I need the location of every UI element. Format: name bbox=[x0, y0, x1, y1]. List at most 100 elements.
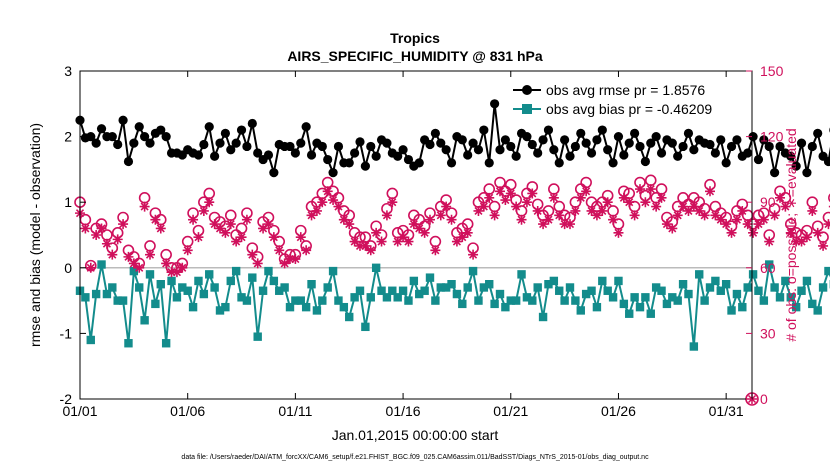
data-point bbox=[786, 151, 796, 161]
data-point bbox=[339, 302, 349, 312]
data-point bbox=[758, 214, 769, 225]
data-point bbox=[425, 273, 435, 282]
data-point bbox=[188, 214, 199, 225]
data-point bbox=[322, 186, 333, 197]
y-tick-label-right: 60 bbox=[760, 260, 776, 276]
data-point bbox=[485, 280, 494, 289]
data-point bbox=[608, 158, 618, 168]
data-point bbox=[695, 270, 704, 279]
data-point bbox=[291, 296, 300, 305]
data-point bbox=[640, 156, 650, 167]
data-point bbox=[581, 138, 591, 148]
data-point bbox=[118, 296, 128, 305]
data-point bbox=[635, 184, 645, 195]
data-point bbox=[522, 293, 532, 302]
data-point bbox=[549, 145, 559, 155]
data-point bbox=[91, 138, 101, 148]
data-point bbox=[748, 270, 758, 279]
data-point bbox=[333, 141, 344, 152]
data-point bbox=[156, 125, 166, 135]
data-point bbox=[248, 273, 257, 282]
data-point bbox=[344, 158, 354, 168]
data-point bbox=[753, 154, 764, 165]
data-point bbox=[684, 289, 693, 299]
data-point bbox=[678, 201, 689, 212]
data-point bbox=[225, 219, 236, 230]
data-point bbox=[571, 296, 580, 305]
data-point bbox=[473, 145, 484, 155]
data-point bbox=[587, 286, 596, 295]
data-point bbox=[538, 219, 549, 230]
data-point bbox=[215, 138, 225, 148]
data-point bbox=[791, 161, 801, 171]
data-point bbox=[721, 219, 732, 230]
data-point bbox=[672, 210, 683, 221]
data-point bbox=[500, 195, 511, 206]
data-point bbox=[597, 125, 607, 135]
data-point bbox=[705, 186, 715, 197]
data-point bbox=[333, 201, 344, 212]
data-point bbox=[700, 296, 709, 305]
data-point bbox=[436, 283, 445, 292]
data-point bbox=[306, 210, 317, 221]
data-point bbox=[549, 276, 559, 286]
y-tick-label-right: 0 bbox=[760, 391, 768, 407]
data-point bbox=[441, 201, 452, 212]
x-tick-label: 01/16 bbox=[386, 403, 421, 419]
data-point bbox=[220, 227, 231, 238]
data-point bbox=[824, 266, 830, 276]
y-tick-label-left: -1 bbox=[60, 325, 73, 341]
data-point bbox=[145, 138, 155, 148]
data-point bbox=[156, 280, 165, 289]
data-point bbox=[705, 139, 715, 150]
data-point bbox=[128, 258, 139, 269]
data-point bbox=[452, 289, 462, 299]
data-point bbox=[431, 296, 440, 305]
data-point bbox=[495, 289, 505, 299]
data-point bbox=[505, 188, 516, 199]
data-point bbox=[689, 145, 699, 155]
data-point bbox=[350, 148, 360, 158]
data-point bbox=[376, 236, 387, 247]
data-point bbox=[711, 276, 720, 286]
data-point bbox=[241, 214, 252, 225]
data-point bbox=[544, 280, 553, 289]
data-point bbox=[753, 219, 764, 230]
data-point bbox=[619, 150, 629, 160]
data-point bbox=[683, 128, 694, 138]
data-point bbox=[808, 299, 817, 309]
data-point bbox=[565, 283, 575, 292]
data-point bbox=[474, 296, 483, 305]
data-point bbox=[264, 266, 273, 276]
data-point bbox=[328, 168, 338, 178]
data-point bbox=[538, 135, 548, 145]
data-point bbox=[371, 227, 382, 238]
data-point bbox=[624, 138, 634, 148]
data-point bbox=[781, 276, 790, 286]
legend-rmse-label: obs avg rmse pr = 1.8576 bbox=[546, 82, 705, 98]
data-point bbox=[425, 214, 435, 225]
data-point bbox=[290, 254, 301, 265]
data-point bbox=[614, 276, 623, 286]
data-point bbox=[630, 128, 640, 138]
data-point bbox=[543, 125, 554, 135]
data-point bbox=[204, 122, 214, 132]
data-point bbox=[473, 205, 484, 216]
y-tick-label-left: 2 bbox=[64, 129, 72, 145]
data-point bbox=[764, 236, 775, 247]
data-point bbox=[435, 210, 446, 221]
data-point bbox=[301, 245, 312, 256]
data-point bbox=[511, 151, 521, 161]
data-point bbox=[355, 240, 365, 251]
data-point bbox=[565, 151, 575, 161]
data-point bbox=[296, 138, 306, 148]
data-point bbox=[554, 210, 565, 221]
data-point bbox=[274, 245, 285, 256]
data-point bbox=[770, 168, 780, 178]
data-point bbox=[775, 293, 785, 302]
data-point bbox=[398, 145, 408, 155]
data-point bbox=[570, 141, 580, 152]
data-point bbox=[576, 128, 586, 138]
data-point bbox=[371, 263, 381, 272]
data-point bbox=[479, 125, 489, 135]
